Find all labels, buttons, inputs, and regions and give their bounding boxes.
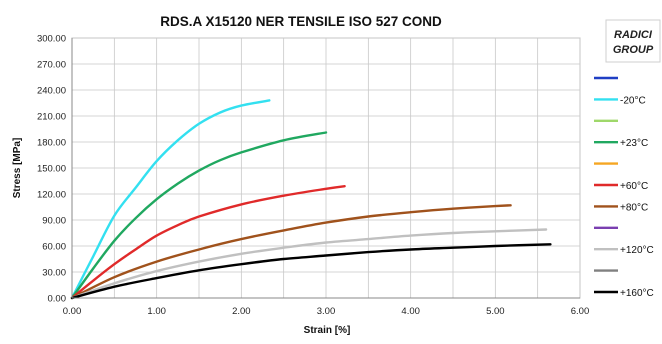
y-tick-label: 90.00 (42, 216, 66, 227)
y-tick-label: 60.00 (42, 242, 66, 253)
series-line--20C (70, 99, 271, 300)
y-tick-label: 30.00 (42, 268, 66, 279)
axes: 0.00 30.00 60.00 90.00 120.00 150.00 180.00 210… (37, 34, 589, 318)
series-line-+80C (70, 204, 512, 300)
y-tick-label: 120.00 (37, 190, 66, 201)
x-tick-label: 4.00 (401, 306, 420, 317)
legend-label: +120°C (620, 245, 654, 256)
series-line-+60C (70, 185, 346, 300)
series-line-+23C (70, 131, 328, 300)
legend-label: +80°C (620, 202, 648, 213)
svg-text:GROUP: GROUP (613, 44, 654, 56)
y-tick-label: 240.00 (37, 86, 66, 97)
y-tick-label: 150.00 (37, 164, 66, 175)
x-tick-label: 5.00 (486, 306, 505, 317)
svg-text:RADICI: RADICI (614, 29, 653, 41)
radici-group-logo: RADICI GROUP (605, 19, 661, 63)
legend-label: -20°C (620, 95, 646, 106)
x-axis-label: Strain [%] (304, 325, 351, 336)
x-tick-label: 3.00 (317, 306, 336, 317)
legend-label: +60°C (620, 181, 648, 192)
series-layer (70, 99, 552, 300)
y-tick-label: 0.00 (48, 294, 67, 305)
series-line-+160C (70, 243, 552, 300)
x-tick-label: 2.00 (232, 306, 251, 317)
legend-label: +160°C (620, 288, 654, 299)
y-tick-label: 180.00 (37, 138, 66, 149)
y-tick-label: 270.00 (37, 60, 66, 71)
x-tick-label: 1.00 (147, 306, 166, 317)
legend: -20°C +23°C +60°C +80°C +120°C +160°C (594, 76, 654, 299)
y-tick-label: 300.00 (37, 34, 66, 45)
chart-title: RDS.A X15120 NER TENSILE ISO 527 COND (160, 14, 442, 29)
y-tick-label: 210.00 (37, 112, 66, 123)
legend-label: +23°C (620, 138, 648, 149)
x-tick-label: 0.00 (63, 306, 82, 317)
grid-lines (71, 37, 581, 299)
x-tick-label: 6.00 (571, 306, 590, 317)
y-axis-label: Stress [MPa] (12, 138, 23, 199)
series-line-+120C (70, 228, 548, 300)
